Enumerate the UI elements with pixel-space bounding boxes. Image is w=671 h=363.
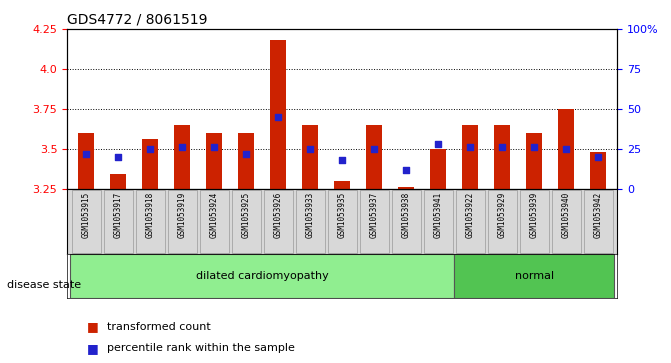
Point bbox=[497, 144, 507, 150]
Bar bbox=[494, 125, 510, 189]
Point bbox=[209, 144, 219, 150]
Bar bbox=[334, 181, 350, 189]
Point bbox=[529, 144, 539, 150]
FancyBboxPatch shape bbox=[454, 254, 614, 298]
Text: GSM1053941: GSM1053941 bbox=[433, 192, 443, 238]
FancyBboxPatch shape bbox=[168, 190, 197, 253]
Bar bbox=[110, 174, 126, 189]
FancyBboxPatch shape bbox=[552, 190, 580, 253]
Bar bbox=[558, 109, 574, 189]
FancyBboxPatch shape bbox=[296, 190, 325, 253]
FancyBboxPatch shape bbox=[70, 254, 454, 298]
Point bbox=[592, 154, 603, 160]
Text: GSM1053918: GSM1053918 bbox=[146, 192, 155, 238]
Point bbox=[337, 157, 348, 163]
Text: GSM1053926: GSM1053926 bbox=[274, 192, 282, 238]
Text: GSM1053933: GSM1053933 bbox=[306, 192, 315, 238]
Text: percentile rank within the sample: percentile rank within the sample bbox=[107, 343, 295, 354]
Point bbox=[113, 154, 123, 160]
Text: ■: ■ bbox=[87, 342, 99, 355]
Bar bbox=[430, 149, 446, 189]
Text: GDS4772 / 8061519: GDS4772 / 8061519 bbox=[67, 12, 207, 26]
Text: dilated cardiomyopathy: dilated cardiomyopathy bbox=[196, 271, 329, 281]
Bar bbox=[79, 133, 95, 189]
Text: GSM1053939: GSM1053939 bbox=[529, 192, 539, 238]
Text: GSM1053919: GSM1053919 bbox=[178, 192, 187, 238]
Point bbox=[465, 144, 476, 150]
FancyBboxPatch shape bbox=[424, 190, 452, 253]
Bar bbox=[526, 133, 542, 189]
Text: GSM1053925: GSM1053925 bbox=[242, 192, 251, 238]
FancyBboxPatch shape bbox=[104, 190, 133, 253]
Point bbox=[273, 114, 284, 120]
Bar bbox=[206, 133, 222, 189]
FancyBboxPatch shape bbox=[520, 190, 548, 253]
Text: GSM1053929: GSM1053929 bbox=[498, 192, 507, 238]
Point bbox=[241, 151, 252, 156]
Text: GSM1053942: GSM1053942 bbox=[594, 192, 603, 238]
Text: GSM1053922: GSM1053922 bbox=[466, 192, 474, 238]
FancyBboxPatch shape bbox=[232, 190, 260, 253]
Bar bbox=[590, 152, 606, 189]
Text: transformed count: transformed count bbox=[107, 322, 211, 332]
FancyBboxPatch shape bbox=[488, 190, 517, 253]
Point bbox=[305, 146, 315, 152]
Text: GSM1053935: GSM1053935 bbox=[338, 192, 347, 238]
FancyBboxPatch shape bbox=[584, 190, 613, 253]
FancyBboxPatch shape bbox=[360, 190, 389, 253]
Text: ■: ■ bbox=[87, 320, 99, 333]
Bar bbox=[302, 125, 318, 189]
Point bbox=[401, 167, 411, 172]
Bar bbox=[238, 133, 254, 189]
Bar bbox=[366, 125, 382, 189]
Point bbox=[177, 144, 188, 150]
FancyBboxPatch shape bbox=[264, 190, 293, 253]
FancyBboxPatch shape bbox=[72, 190, 101, 253]
Text: GSM1053937: GSM1053937 bbox=[370, 192, 378, 238]
Point bbox=[433, 141, 444, 147]
Text: disease state: disease state bbox=[7, 280, 81, 290]
Point bbox=[81, 151, 92, 156]
FancyBboxPatch shape bbox=[456, 190, 484, 253]
Text: GSM1053940: GSM1053940 bbox=[562, 192, 570, 238]
FancyBboxPatch shape bbox=[136, 190, 164, 253]
FancyBboxPatch shape bbox=[328, 190, 356, 253]
FancyBboxPatch shape bbox=[200, 190, 229, 253]
Point bbox=[561, 146, 572, 152]
Bar bbox=[270, 40, 287, 189]
Text: GSM1053924: GSM1053924 bbox=[210, 192, 219, 238]
Bar bbox=[462, 125, 478, 189]
Text: GSM1053938: GSM1053938 bbox=[402, 192, 411, 238]
Text: GSM1053915: GSM1053915 bbox=[82, 192, 91, 238]
Point bbox=[145, 146, 156, 152]
Text: GSM1053917: GSM1053917 bbox=[114, 192, 123, 238]
Text: normal: normal bbox=[515, 271, 554, 281]
Bar bbox=[398, 187, 414, 189]
Bar bbox=[174, 125, 191, 189]
Point bbox=[369, 146, 380, 152]
FancyBboxPatch shape bbox=[392, 190, 421, 253]
Bar bbox=[142, 139, 158, 189]
